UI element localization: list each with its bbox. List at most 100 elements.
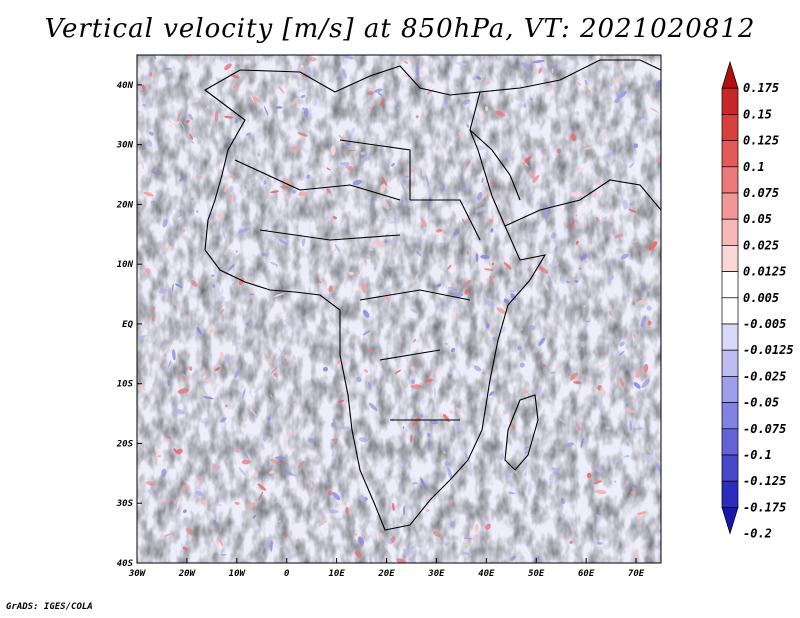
descent-cell xyxy=(641,378,650,388)
ascent-cell xyxy=(520,327,524,331)
descent-cell xyxy=(425,174,430,186)
ascent-cell xyxy=(272,293,285,298)
ascent-cell xyxy=(583,146,593,151)
descent-cell xyxy=(625,403,629,408)
descent-cell xyxy=(389,55,394,58)
ascent-cell xyxy=(608,457,612,460)
lon-tick-label: 10W xyxy=(229,569,247,579)
descent-cell xyxy=(519,362,525,368)
ascent-cell xyxy=(415,339,421,345)
lon-tick-label: 0 xyxy=(284,569,290,579)
ascent-cell xyxy=(290,146,300,151)
descent-cell xyxy=(510,293,517,301)
ascent-cell xyxy=(217,536,224,547)
ascent-cell xyxy=(149,71,153,77)
ascent-cell xyxy=(573,380,582,385)
ascent-cell xyxy=(464,288,470,295)
descent-cell xyxy=(370,201,375,205)
ascent-cell xyxy=(176,448,183,455)
ascent-cell xyxy=(416,358,420,362)
ascent-cell xyxy=(436,145,441,150)
ascent-cell xyxy=(556,148,561,154)
descent-cell xyxy=(339,161,350,166)
descent-cell xyxy=(352,276,357,280)
ascent-cell xyxy=(330,247,339,255)
lon-tick-label: 40E xyxy=(478,569,495,579)
descent-cell xyxy=(231,342,242,346)
descent-cell xyxy=(238,467,246,476)
ascent-cell xyxy=(269,394,273,398)
ascent-cell xyxy=(164,533,171,537)
colorbar-label: 0.075 xyxy=(743,186,779,200)
descent-cell xyxy=(349,358,354,363)
ascent-cell xyxy=(624,407,635,414)
ascent-cell xyxy=(177,388,190,394)
ascent-cell xyxy=(297,132,308,137)
ascent-cell xyxy=(557,327,562,334)
descent-cell xyxy=(547,274,553,284)
descent-cell xyxy=(289,473,299,478)
ascent-cell xyxy=(586,89,592,93)
africa-coastline xyxy=(204,59,661,531)
ascent-cell xyxy=(330,145,336,156)
ascent-cell xyxy=(141,84,145,93)
descent-cell xyxy=(456,258,462,260)
ascent-cell xyxy=(361,282,366,293)
ascent-cell xyxy=(398,543,402,548)
colorbar-swatch xyxy=(721,166,739,194)
descent-cell xyxy=(244,185,247,189)
descent-cell xyxy=(188,113,193,120)
descent-cell xyxy=(449,146,455,153)
ascent-cell xyxy=(298,191,307,197)
ascent-cell xyxy=(545,86,553,92)
descent-cell xyxy=(606,151,613,158)
ascent-cell xyxy=(328,285,333,293)
ascent-cell xyxy=(636,456,643,460)
descent-cell xyxy=(185,134,195,144)
ascent-cell xyxy=(145,481,156,486)
descent-cell xyxy=(283,214,286,218)
ascent-cell xyxy=(544,148,546,152)
descent-cell xyxy=(229,185,234,193)
ascent-cell xyxy=(241,459,251,465)
ascent-cell xyxy=(294,402,301,406)
descent-cell xyxy=(416,544,423,548)
ascent-cell xyxy=(157,454,161,458)
descent-cell xyxy=(538,337,546,347)
descent-cell xyxy=(473,365,482,372)
descent-cell xyxy=(493,441,497,443)
descent-cell xyxy=(295,174,299,180)
ascent-cell xyxy=(496,411,506,417)
descent-cell xyxy=(532,59,545,64)
ascent-cell xyxy=(214,214,217,223)
descent-cell xyxy=(527,483,532,496)
descent-cell xyxy=(520,62,532,69)
descent-cell xyxy=(301,237,306,247)
descent-cell xyxy=(360,151,365,156)
descent-cell xyxy=(238,227,250,233)
descent-cell xyxy=(244,450,249,460)
ascent-cell xyxy=(363,109,367,114)
descent-cell xyxy=(183,509,187,514)
descent-cell xyxy=(137,82,144,91)
descent-cell xyxy=(622,199,628,210)
ascent-cell xyxy=(366,348,374,353)
descent-cell xyxy=(544,208,549,220)
ascent-cell xyxy=(528,171,536,180)
descent-cell xyxy=(216,504,222,507)
descent-cell xyxy=(640,470,645,478)
ascent-cell xyxy=(520,159,530,168)
lon-tick-label: 20E xyxy=(377,569,395,579)
ascent-cell xyxy=(317,520,328,527)
ascent-cell xyxy=(284,354,290,360)
ascent-cell xyxy=(154,445,160,455)
descent-cell xyxy=(339,426,350,430)
ascent-cell xyxy=(248,295,253,305)
descent-cell xyxy=(384,239,388,243)
ascent-cell xyxy=(251,96,260,103)
descent-cell xyxy=(228,159,232,163)
ascent-cell xyxy=(502,450,506,456)
descent-cell xyxy=(488,391,495,397)
ascent-cell xyxy=(599,128,608,136)
ascent-cell xyxy=(234,501,240,505)
